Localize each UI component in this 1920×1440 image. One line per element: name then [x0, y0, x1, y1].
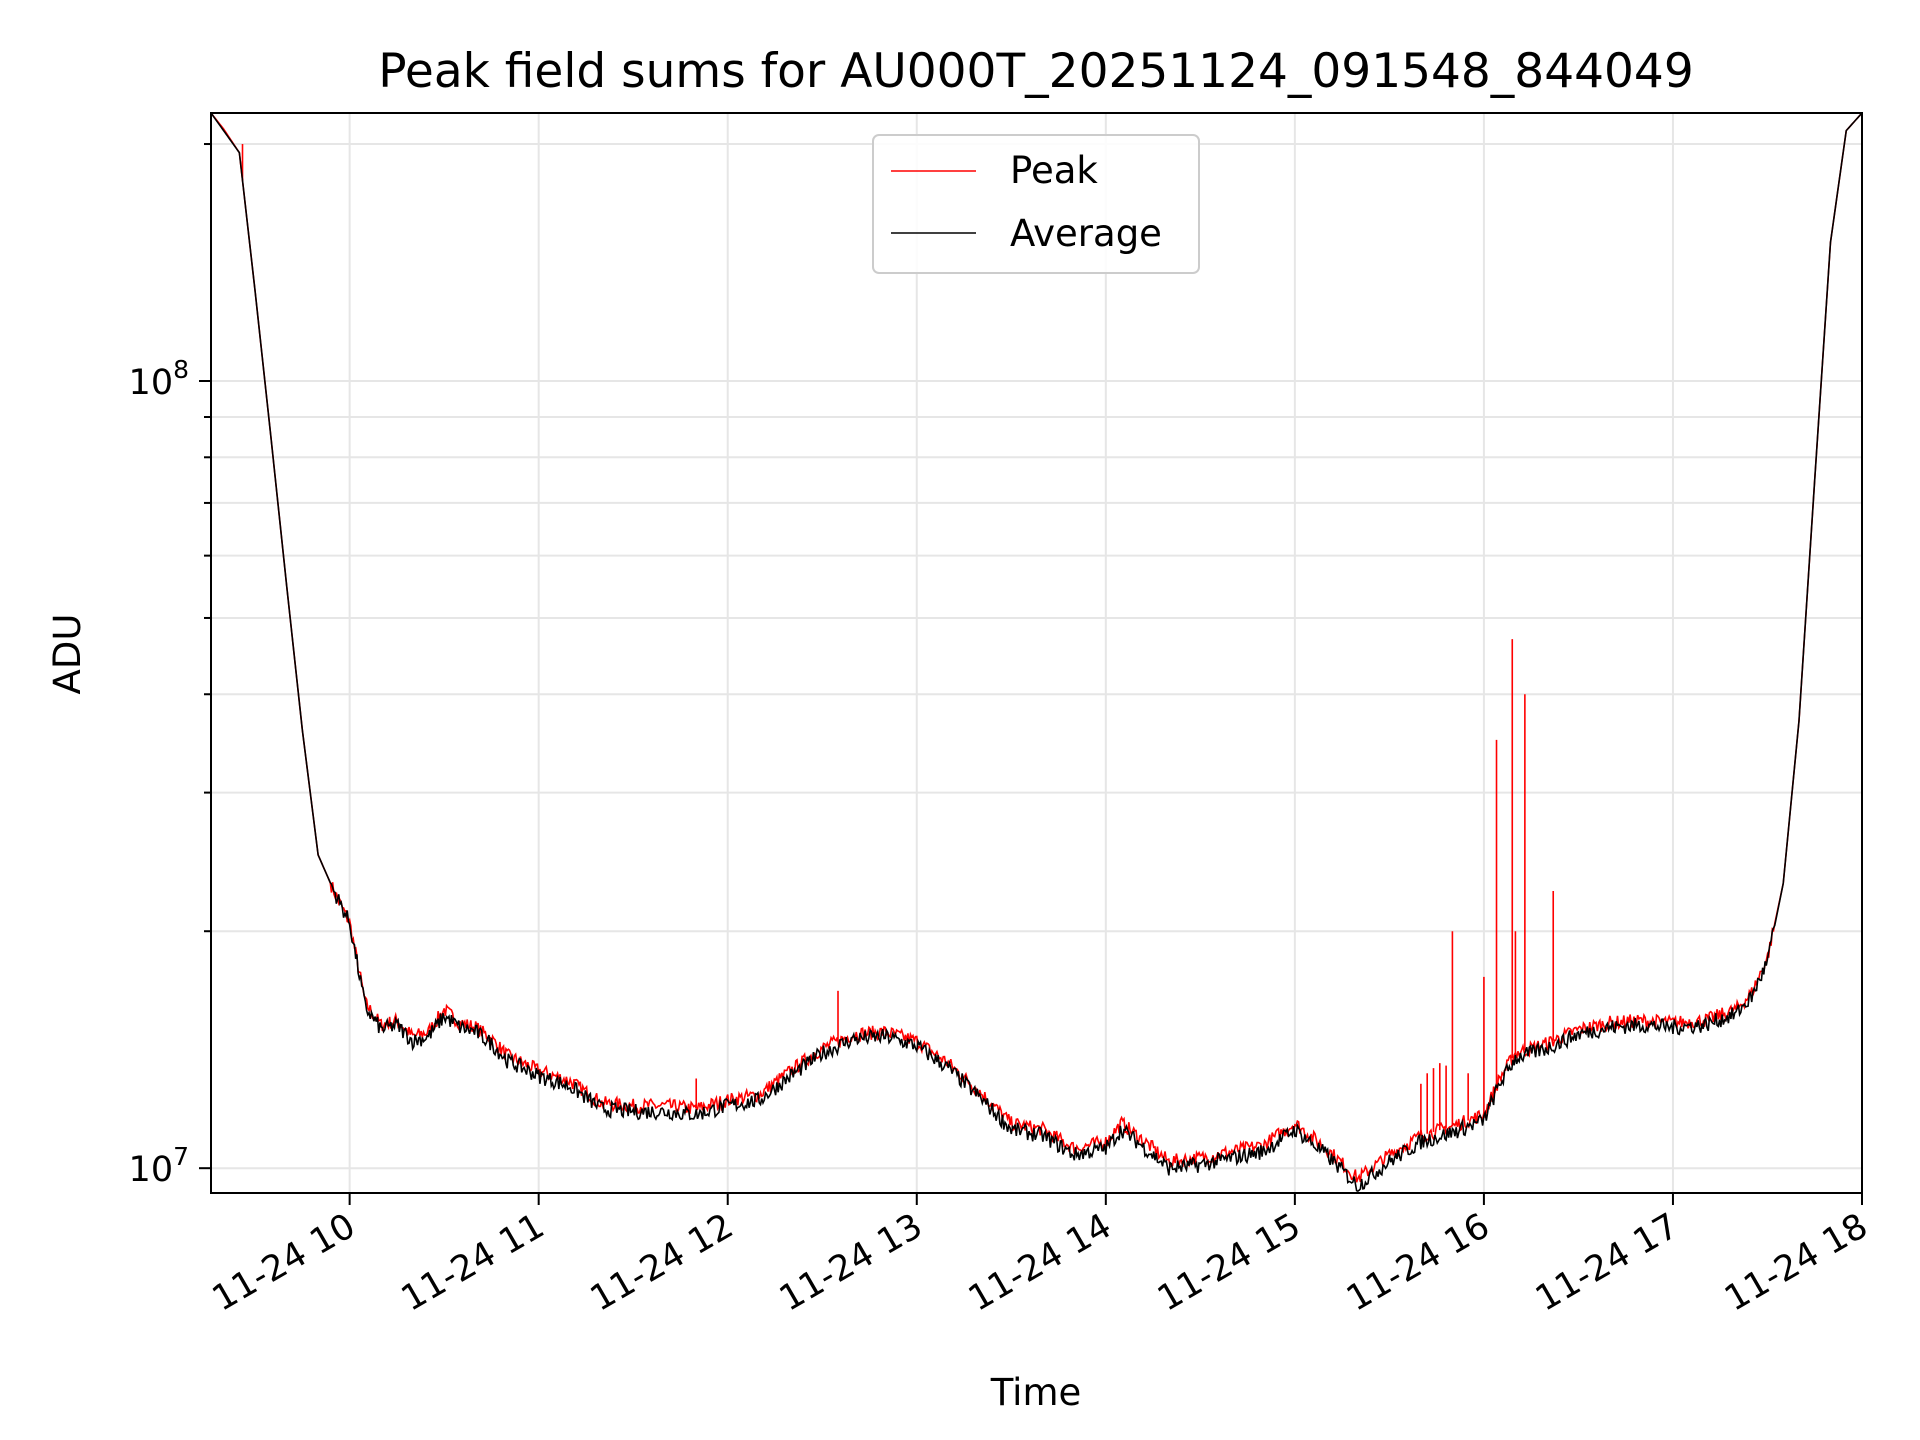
legend: Peak Average	[872, 134, 1200, 274]
y-tick-label: 108	[129, 355, 189, 403]
axes-frame	[210, 112, 1863, 1194]
y-tick-label: 107	[129, 1142, 189, 1190]
legend-average-label: Average	[1010, 212, 1162, 255]
y-axis-label: ADU	[46, 614, 89, 695]
legend-box	[872, 134, 1200, 274]
legend-peak-label: Peak	[1010, 149, 1098, 192]
average-series-line	[211, 113, 1862, 1193]
x-axis-label: Time	[990, 1371, 1082, 1414]
plot-area	[211, 113, 1862, 1193]
chart-title: Peak field sums for AU000T_20251124_0915…	[378, 44, 1693, 99]
